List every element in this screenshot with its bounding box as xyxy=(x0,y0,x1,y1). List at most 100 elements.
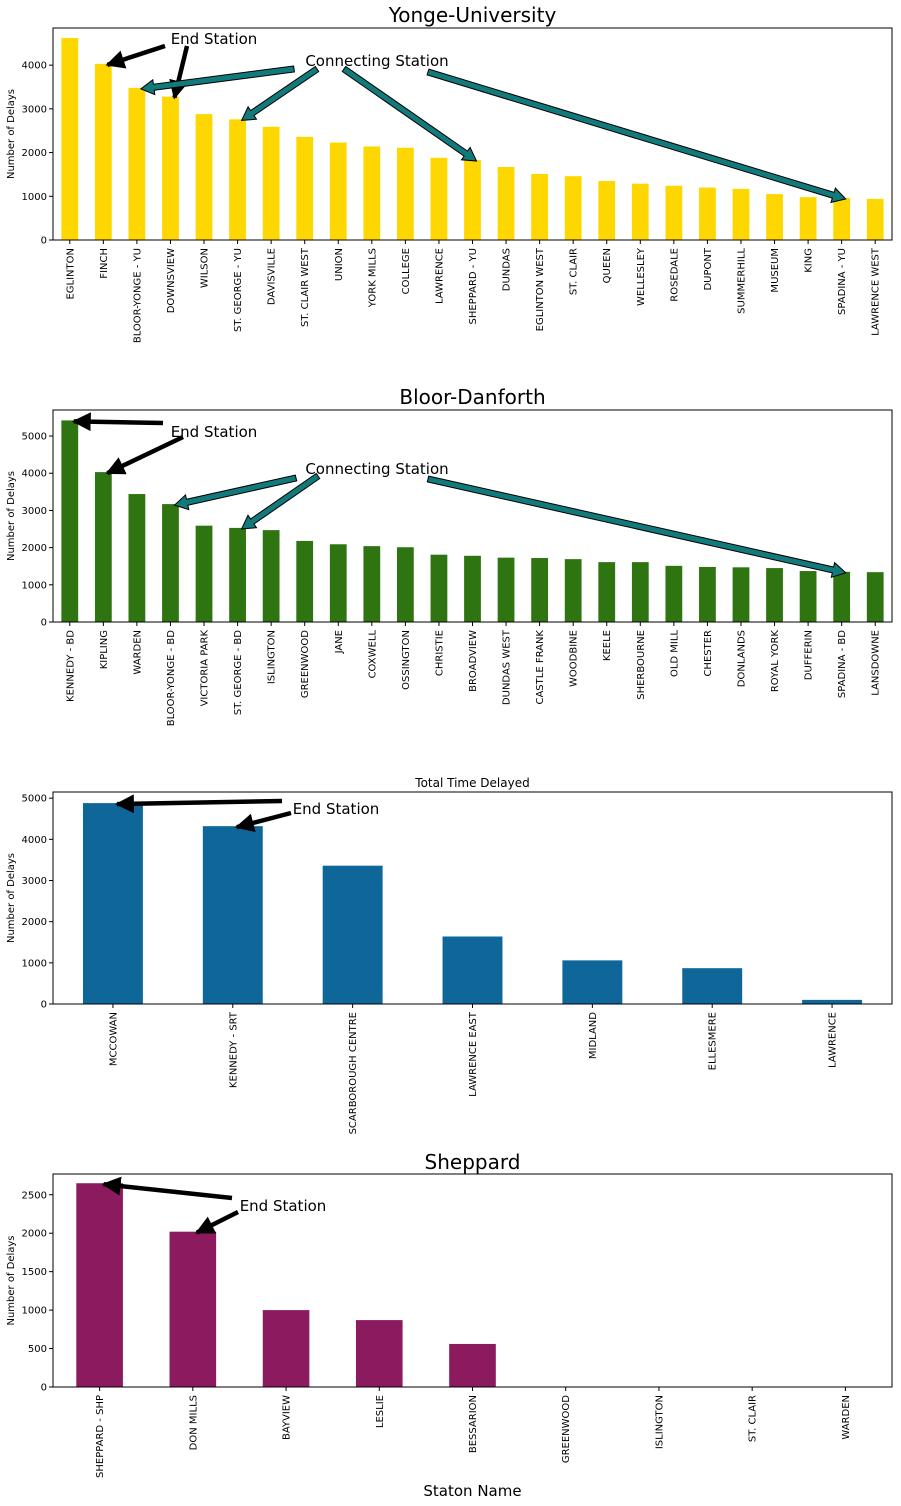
bar xyxy=(799,571,817,622)
annotation-arrow xyxy=(240,65,320,121)
bar xyxy=(82,803,143,1004)
x-axis-label: Staton Name xyxy=(423,1482,521,1500)
annotation-arrow xyxy=(139,65,295,96)
annotation-label: End Station xyxy=(171,423,258,441)
bar xyxy=(262,126,280,240)
x-tick-label: YORK MILLS xyxy=(367,248,378,308)
bar xyxy=(363,546,381,622)
chart-2: Total Time Delayed 0 1000 2000 3000 4000 5000 M… xyxy=(6,776,893,1134)
bar xyxy=(296,540,314,622)
bar xyxy=(442,936,503,1004)
x-tick-label: LAWRENCE EAST xyxy=(468,1011,479,1097)
bar xyxy=(564,176,582,240)
bar xyxy=(195,114,213,240)
y-tick-label: 3000 xyxy=(22,506,47,517)
x-tick-label: LANSDOWNE xyxy=(871,630,882,696)
x-tick-label: SHEPPARD - SHP xyxy=(95,1395,106,1478)
y-tick-label: 5000 xyxy=(22,432,47,443)
bar xyxy=(162,96,179,240)
y-tick-label: 0 xyxy=(41,1000,47,1011)
bar xyxy=(866,572,884,622)
x-tick-label: MIDLAND xyxy=(588,1012,599,1059)
x-tick-label: MUSEUM xyxy=(770,248,781,293)
chart-title: Total Time Delayed xyxy=(414,776,529,790)
x-tick-label: SHERBOURNE xyxy=(636,630,647,700)
annotation-arrow xyxy=(105,43,166,69)
x-tick-label: ST. CLAIR xyxy=(569,248,580,295)
bar xyxy=(296,136,314,240)
bar xyxy=(229,527,246,622)
annotation-arrow xyxy=(426,475,847,579)
x-tick-label: QUEEN xyxy=(602,248,613,283)
bar xyxy=(564,559,582,622)
x-tick-label: KEELE xyxy=(602,630,613,661)
x-tick-label: DONLANDS xyxy=(736,630,747,687)
bar xyxy=(766,194,783,240)
x-tick-label: SPADINA - BD xyxy=(837,630,848,698)
bar xyxy=(531,173,549,240)
annotation-label: End Station xyxy=(240,1197,327,1215)
x-tick-label: JANE xyxy=(334,630,345,654)
bar xyxy=(531,558,549,622)
bar xyxy=(128,87,146,240)
bar xyxy=(329,142,347,240)
x-tick-label: DUFFERIN xyxy=(804,630,815,680)
x-tick-label: SUMMERHILL xyxy=(736,248,747,314)
x-tick-label: DUNDAS WEST xyxy=(502,629,513,705)
bar xyxy=(598,562,616,622)
bar xyxy=(699,187,716,240)
y-tick-label: 2500 xyxy=(22,1190,47,1201)
annotation-arrow xyxy=(341,65,478,162)
bar xyxy=(833,571,851,622)
bar xyxy=(396,547,414,622)
y-tick-label: 500 xyxy=(28,1344,47,1355)
x-tick-label: BESSARION xyxy=(468,1395,479,1453)
annotation-label: Connecting Station xyxy=(305,52,448,70)
annotation-arrow xyxy=(234,810,292,833)
y-tick-label: 4000 xyxy=(22,469,47,480)
x-tick-label: MCCOWAN xyxy=(108,1012,119,1066)
x-tick-label: ISLINGTON xyxy=(654,1395,665,1449)
x-tick-label: SHEPPARD - YU xyxy=(468,248,479,325)
bar xyxy=(94,63,112,241)
x-tick-label: DUPONT xyxy=(703,247,714,290)
y-tick-label: 1000 xyxy=(22,958,47,969)
chart-title: Yonge-University xyxy=(388,3,557,27)
bar xyxy=(833,198,851,240)
bar xyxy=(363,146,381,240)
x-tick-label: KIPLING xyxy=(99,630,110,669)
x-tick-label: BROADVIEW xyxy=(468,630,479,692)
annotation-arrow xyxy=(240,472,321,530)
bar xyxy=(631,183,649,240)
bar xyxy=(665,565,683,622)
bar xyxy=(169,1231,217,1387)
x-tick-label: COLLEGE xyxy=(401,248,412,294)
x-tick-label: KENNEDY - BD xyxy=(65,630,76,702)
bar xyxy=(162,504,179,622)
bar xyxy=(262,530,280,622)
x-tick-label: ST. CLAIR WEST xyxy=(300,247,311,327)
annotation-arrow xyxy=(115,794,283,814)
bar xyxy=(497,557,515,622)
x-tick-label: LAWRENCE xyxy=(434,248,445,304)
x-tick-label: WOODBINE xyxy=(569,630,580,687)
bar xyxy=(497,167,515,240)
y-tick-label: 4000 xyxy=(22,61,47,72)
x-tick-label: KING xyxy=(804,248,815,273)
annotation-label: Connecting Station xyxy=(305,460,448,478)
y-axis-label: Number of Delays xyxy=(6,471,17,561)
x-tick-label: ST. GEORGE - BD xyxy=(233,630,244,715)
y-tick-label: 4000 xyxy=(22,835,47,846)
x-tick-label: GREENWOOD xyxy=(561,1395,572,1463)
y-tick-label: 1000 xyxy=(22,580,47,591)
bar xyxy=(128,494,146,622)
y-axis-label: Number of Delays xyxy=(6,1235,17,1325)
x-tick-label: GREENWOOD xyxy=(300,630,311,698)
y-tick-label: 2000 xyxy=(22,917,47,928)
bar xyxy=(464,555,481,622)
x-tick-label: ROSEDALE xyxy=(669,248,680,302)
chart-title: Bloor-Danforth xyxy=(399,385,545,409)
bar xyxy=(355,1320,403,1387)
x-tick-label: VICTORIA PARK xyxy=(200,630,211,707)
bar xyxy=(61,420,79,622)
